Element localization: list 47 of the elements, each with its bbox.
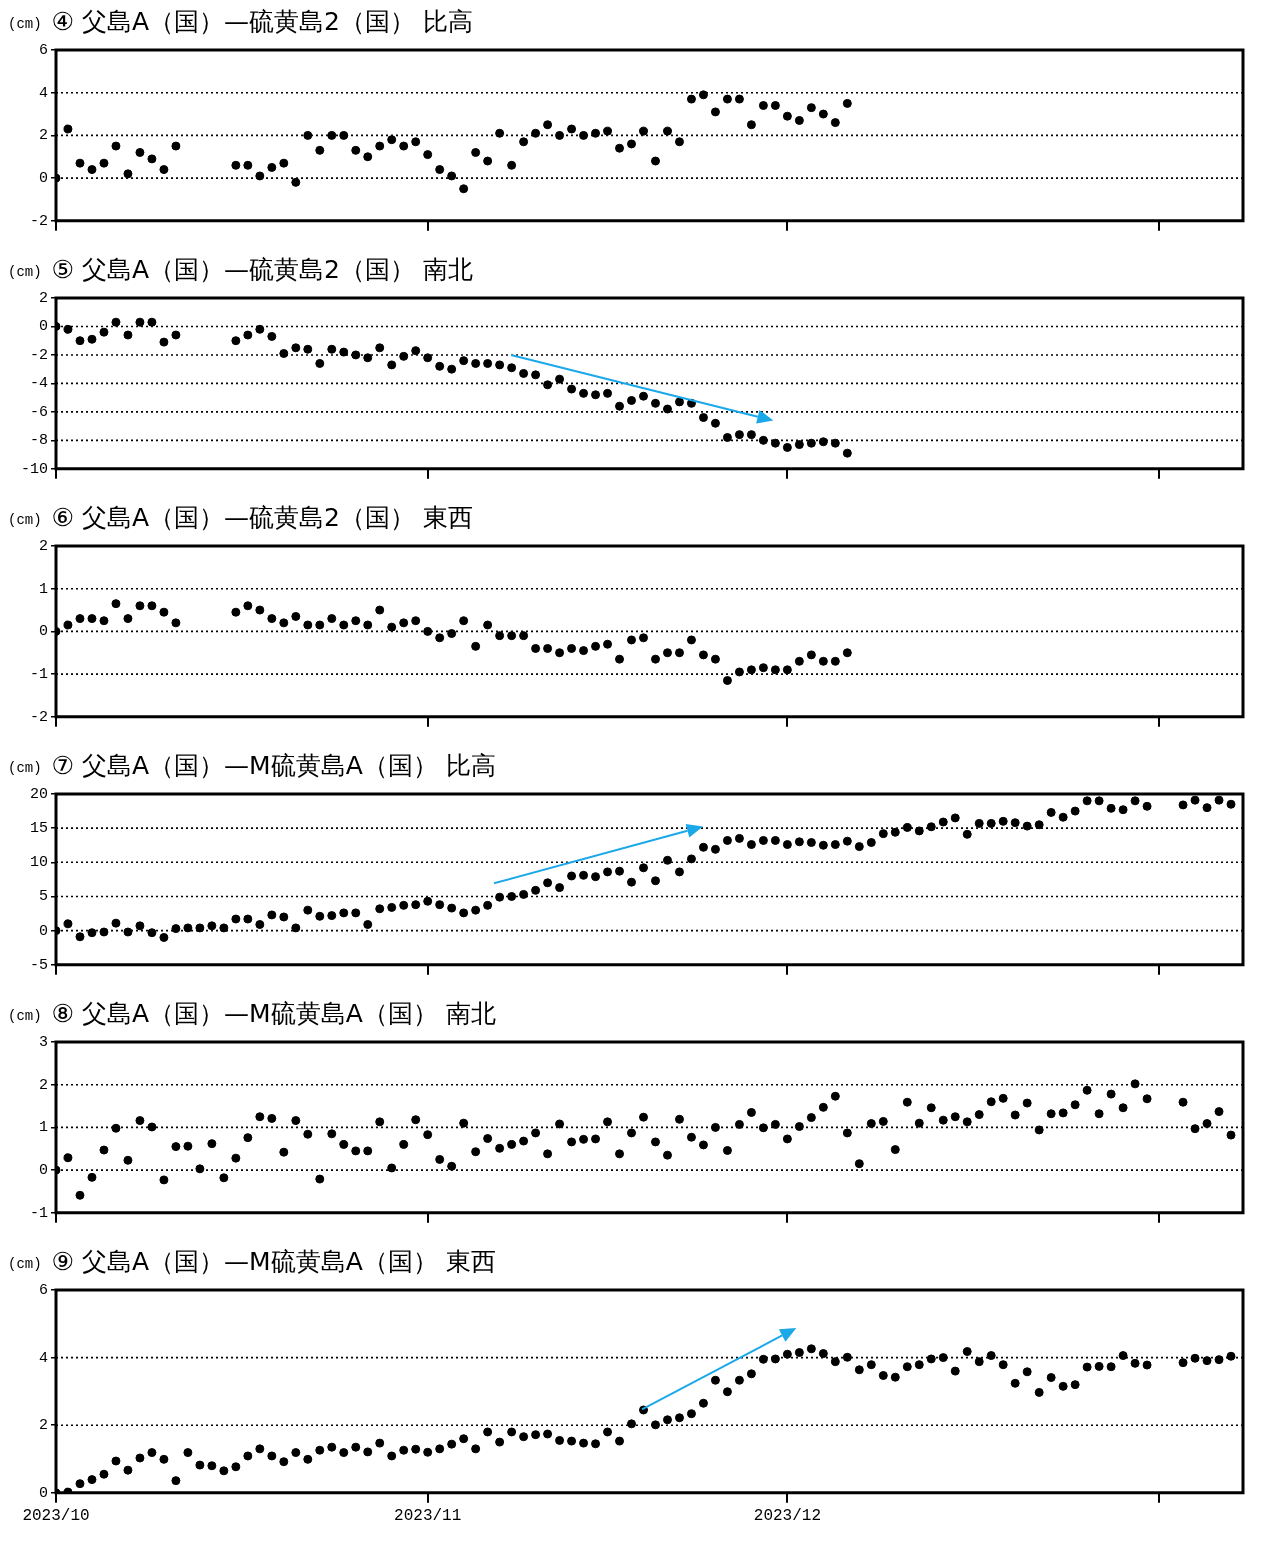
y-tick-label: -2 bbox=[29, 212, 48, 230]
y-axis-title: (cm) bbox=[8, 264, 42, 280]
y-axis-title: (cm) bbox=[8, 1008, 42, 1024]
y-tick-label: 2 bbox=[38, 1076, 48, 1094]
y-tick-label: 0 bbox=[38, 623, 48, 641]
y-tick-label: -5 bbox=[29, 956, 48, 974]
y-tick-label: -10 bbox=[20, 460, 48, 478]
y-tick-label: 4 bbox=[38, 1349, 48, 1367]
y-tick-label: 0 bbox=[38, 318, 48, 336]
chart-title: ⑧ 父島A（国）—M硫黄島A（国） 南北 bbox=[51, 998, 496, 1030]
y-tick-label: -4 bbox=[29, 375, 48, 393]
chart-title: ⑤ 父島A（国）—硫黄島2（国） 南北 bbox=[51, 254, 473, 286]
y-tick-label: 1 bbox=[38, 580, 48, 598]
y-tick-label: -2 bbox=[29, 346, 48, 364]
y-tick-label: 4 bbox=[38, 84, 48, 102]
y-tick-label: 0 bbox=[38, 1484, 48, 1502]
y-tick-label: 5 bbox=[38, 888, 48, 906]
y-tick-label: -1 bbox=[29, 1204, 48, 1222]
y-tick-label: 1 bbox=[38, 1119, 48, 1137]
y-tick-label: -2 bbox=[29, 708, 48, 726]
y-tick-label: 0 bbox=[38, 170, 48, 188]
y-tick-label: 6 bbox=[38, 1281, 48, 1299]
y-axis-title: (cm) bbox=[8, 16, 42, 32]
y-tick-label: 0 bbox=[38, 922, 48, 940]
chart-title: ⑨ 父島A（国）—M硫黄島A（国） 東西 bbox=[51, 1246, 496, 1278]
y-tick-label: 20 bbox=[29, 785, 48, 803]
y-tick-label: 2 bbox=[38, 537, 48, 555]
y-axis-title: (cm) bbox=[8, 512, 42, 528]
y-axis-title: (cm) bbox=[8, 1256, 42, 1272]
y-tick-label: 2 bbox=[38, 127, 48, 145]
x-tick-label: 2023/10 bbox=[22, 1506, 90, 1525]
y-tick-label: 0 bbox=[38, 1162, 48, 1180]
chart-title: ⑦ 父島A（国）—M硫黄島A（国） 比高 bbox=[51, 750, 496, 782]
y-tick-label: -8 bbox=[29, 432, 48, 450]
chart-title: ④ 父島A（国）—硫黄島2（国） 比高 bbox=[51, 6, 473, 38]
y-tick-label: -6 bbox=[29, 403, 48, 421]
x-tick-label: 2023/12 bbox=[753, 1506, 821, 1525]
y-tick-label: 2 bbox=[38, 1417, 48, 1435]
y-tick-label: 2 bbox=[38, 289, 48, 307]
chart-title: ⑥ 父島A（国）—硫黄島2（国） 東西 bbox=[51, 502, 473, 534]
y-axis-title: (cm) bbox=[8, 760, 42, 776]
y-tick-label: 3 bbox=[38, 1033, 48, 1051]
x-tick-label: 2023/11 bbox=[394, 1506, 462, 1525]
y-tick-label: 15 bbox=[29, 820, 48, 838]
y-tick-label: 10 bbox=[29, 854, 48, 872]
y-tick-label: -1 bbox=[29, 666, 48, 684]
y-tick-label: 6 bbox=[38, 41, 48, 59]
